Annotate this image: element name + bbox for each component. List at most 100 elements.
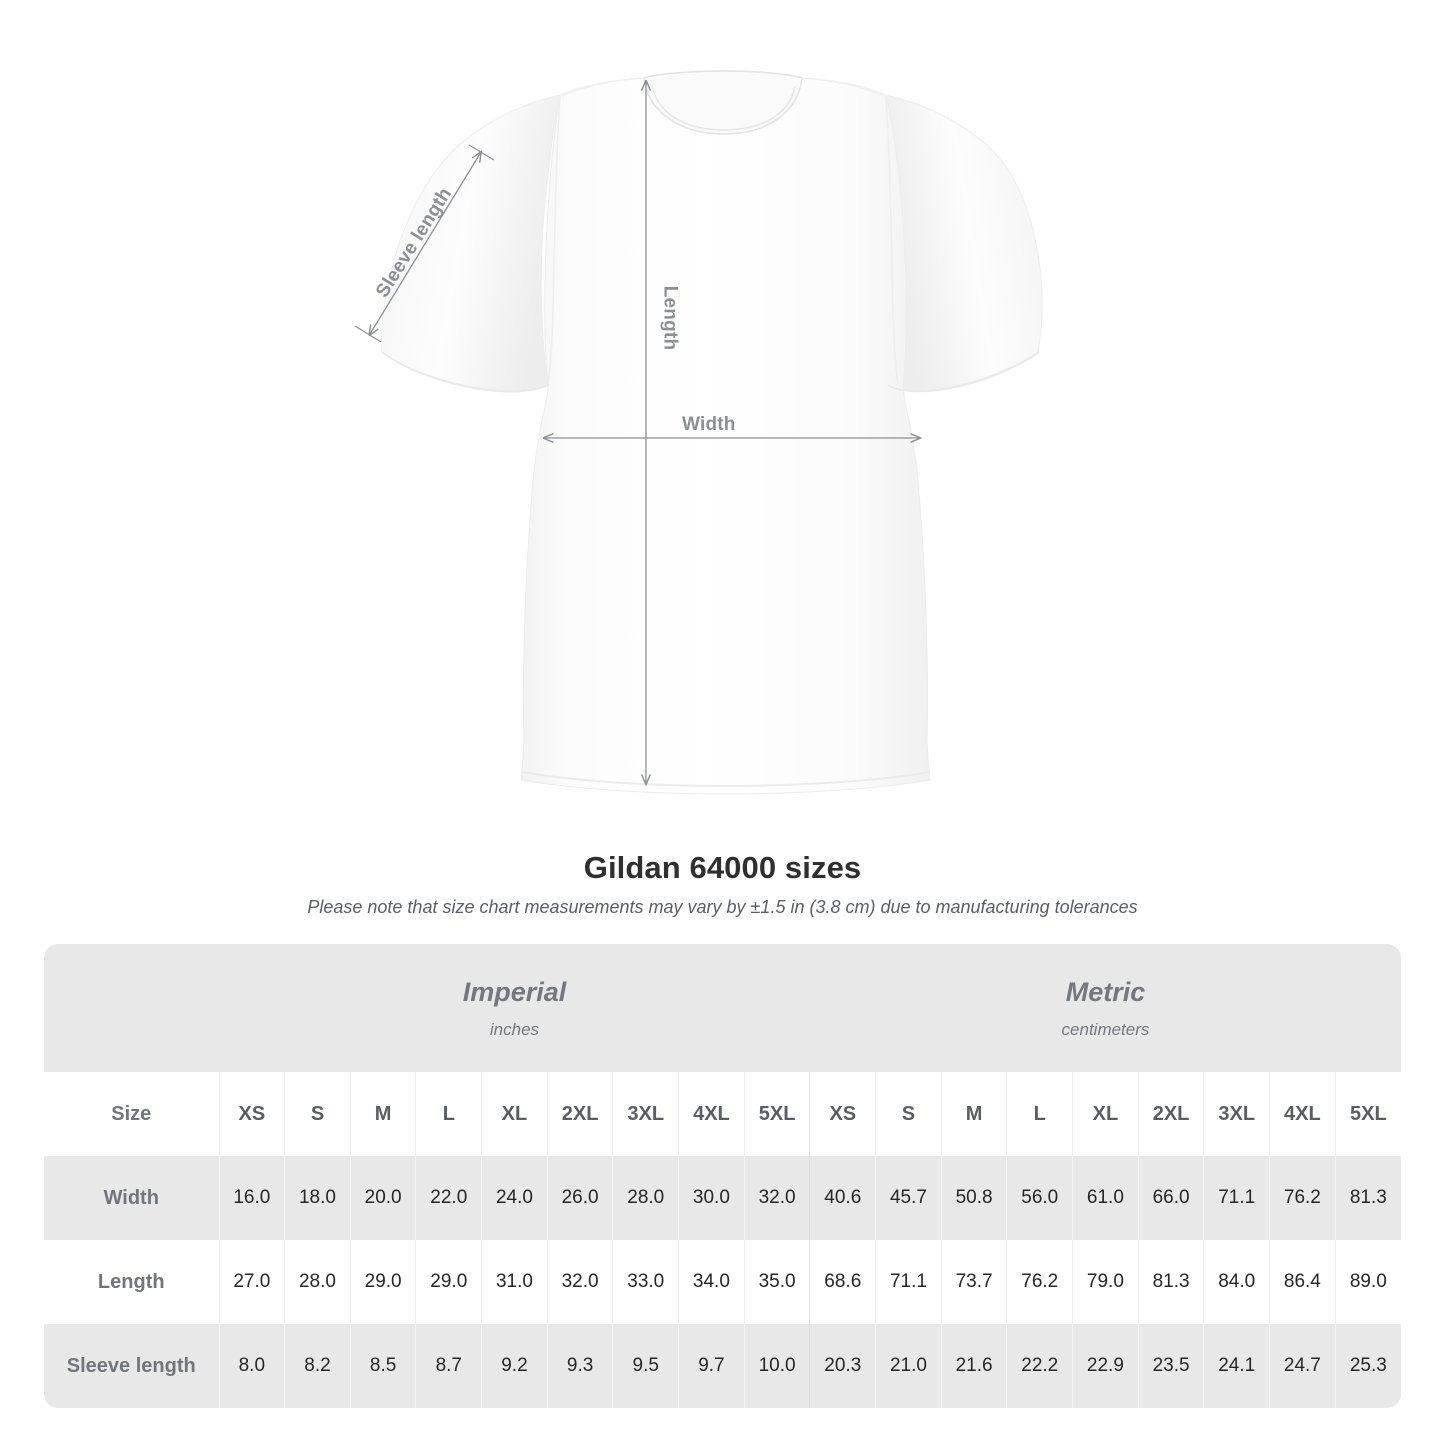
data-cell: 86.4 (1269, 1240, 1336, 1324)
data-cell: 71.1 (875, 1240, 942, 1324)
data-cell: 76.2 (1269, 1156, 1336, 1240)
bottom-hem (520, 771, 931, 788)
data-cell: 20.0 (349, 1156, 416, 1240)
length-label: Length (659, 285, 681, 351)
data-cell: 8.0 (218, 1324, 285, 1408)
data-cell: 21.6 (940, 1324, 1007, 1408)
data-cell: 24.1 (1203, 1324, 1270, 1408)
data-cell: 9.3 (546, 1324, 613, 1408)
data-cell: 9.2 (481, 1324, 548, 1408)
size-header-cell: L (415, 1072, 482, 1156)
size-chart-table: Imperial inches Metric centimeters Size XS S M L… (44, 944, 1401, 1408)
data-cell: 50.8 (940, 1156, 1007, 1240)
data-cell: 56.0 (1006, 1156, 1073, 1240)
data-cell: 9.5 (612, 1324, 679, 1408)
right-shoulder-seam (801, 77, 885, 97)
page-title: Gildan 64000 sizes (583, 850, 862, 885)
data-cell: 24.0 (481, 1156, 548, 1240)
right-sleeve-hem (887, 351, 1040, 393)
table-row: Sleeve length 8.0 8.2 8.5 8.7 9.2 9.3 9.5 9.7 10.… (44, 1324, 1401, 1408)
size-header-cell: XL (1072, 1072, 1139, 1156)
data-cell: 28.0 (284, 1240, 351, 1324)
data-cell: 8.7 (415, 1324, 482, 1408)
data-cell: 33.0 (612, 1240, 679, 1324)
unit-banner-imperial: Imperial inches (219, 944, 810, 1072)
row-label: Length (97, 1270, 165, 1293)
data-cell: 22.0 (415, 1156, 482, 1240)
table-row: Length 27.0 28.0 29.0 29.0 31.0 32.0 33.0 34.0 35… (44, 1240, 1401, 1324)
data-cell: 34.0 (678, 1240, 745, 1324)
data-cell: 22.2 (1006, 1324, 1073, 1408)
data-cell: 16.0 (218, 1156, 285, 1240)
left-shoulder-seam (561, 77, 645, 97)
data-cell: 73.7 (940, 1240, 1007, 1324)
unit-banner-metric: Metric centimeters (809, 944, 1401, 1072)
data-cell: 31.0 (481, 1240, 548, 1324)
tshirt-illustration (354, 70, 1043, 795)
data-cell: 29.0 (415, 1240, 482, 1324)
data-cell: 40.6 (809, 1156, 876, 1240)
table-row: Width 16.0 18.0 20.0 22.0 24.0 26.0 28.0 30.0 32.… (44, 1156, 1401, 1240)
left-armhole-seam (547, 95, 561, 385)
data-cell: 84.0 (1203, 1240, 1270, 1324)
size-chart-table-wrap: Imperial inches Metric centimeters Size XS S M L… (44, 944, 1401, 1408)
data-cell: 32.0 (546, 1240, 613, 1324)
sleeve-length-arrow (370, 152, 481, 334)
size-header-cell: XS (809, 1072, 876, 1156)
size-header-cell: XL (481, 1072, 548, 1156)
data-cell: 30.0 (678, 1156, 745, 1240)
data-cell: 68.6 (809, 1240, 876, 1324)
row-label: Sleeve length (44, 1324, 219, 1408)
data-cell: 71.1 (1203, 1156, 1270, 1240)
data-cell: 9.7 (678, 1324, 745, 1408)
data-cell: 23.5 (1137, 1324, 1204, 1408)
left-sleeve-hem (381, 351, 550, 393)
data-cell: 81.3 (1334, 1156, 1401, 1240)
data-cell: 26.0 (546, 1156, 613, 1240)
sleeve-length-tick-bottom (354, 325, 382, 343)
sleeve-length-tick-top (468, 144, 495, 161)
size-header-cell: 5XL (1334, 1072, 1401, 1156)
data-cell: 79.0 (1072, 1240, 1139, 1324)
size-header-cell: 4XL (1269, 1072, 1336, 1156)
data-cell: 32.0 (743, 1156, 810, 1240)
size-header-cell: M (940, 1072, 1007, 1156)
unit-name-metric: Metric (1065, 976, 1146, 1007)
size-header-row: Size XS S M L XL 2XL 3XL 4XL 5XL XS S M L XL 2XL 3XL 4XL 5… (44, 1072, 1401, 1156)
data-cell: 10.0 (743, 1324, 810, 1408)
size-header-cell: 3XL (612, 1072, 679, 1156)
data-cell: 61.0 (1072, 1156, 1139, 1240)
unit-banner-row: Imperial inches Metric centimeters (44, 944, 1401, 1072)
unit-sub-imperial: inches (489, 1019, 540, 1039)
unit-name-imperial: Imperial (462, 976, 567, 1007)
data-cell: 76.2 (1006, 1240, 1073, 1324)
size-header-cell: 3XL (1203, 1072, 1270, 1156)
unit-sub-metric: centimeters (1061, 1019, 1150, 1039)
data-cell: 45.7 (875, 1156, 942, 1240)
neckline-inner-seam (651, 85, 796, 131)
size-header-cell: 2XL (546, 1072, 613, 1156)
size-header-cell: S (875, 1072, 942, 1156)
size-header-cell: 4XL (678, 1072, 745, 1156)
data-cell: 22.9 (1072, 1324, 1139, 1408)
size-header-cell: S (284, 1072, 351, 1156)
right-sleeve (885, 94, 1043, 391)
row-label: Width (44, 1156, 219, 1240)
unit-banner-spacer (44, 944, 219, 1072)
right-armhole-seam (885, 95, 899, 385)
data-cell: 24.7 (1269, 1324, 1336, 1408)
neckline-collar (643, 70, 803, 135)
data-cell: 66.0 (1137, 1156, 1204, 1240)
data-cell: 8.5 (349, 1324, 416, 1408)
size-header-cell: M (349, 1072, 416, 1156)
data-cell: 28.0 (612, 1156, 679, 1240)
size-header-cell: XS (218, 1072, 285, 1156)
shirt-body (520, 77, 931, 795)
data-cell: 20.3 (809, 1324, 876, 1408)
data-cell: 35.0 (743, 1240, 810, 1324)
data-cell: 27.0 (218, 1240, 285, 1324)
data-cell: 21.0 (875, 1324, 942, 1408)
data-cell: 29.0 (349, 1240, 416, 1324)
data-cell: 18.0 (284, 1156, 351, 1240)
size-header-cell: 5XL (743, 1072, 810, 1156)
